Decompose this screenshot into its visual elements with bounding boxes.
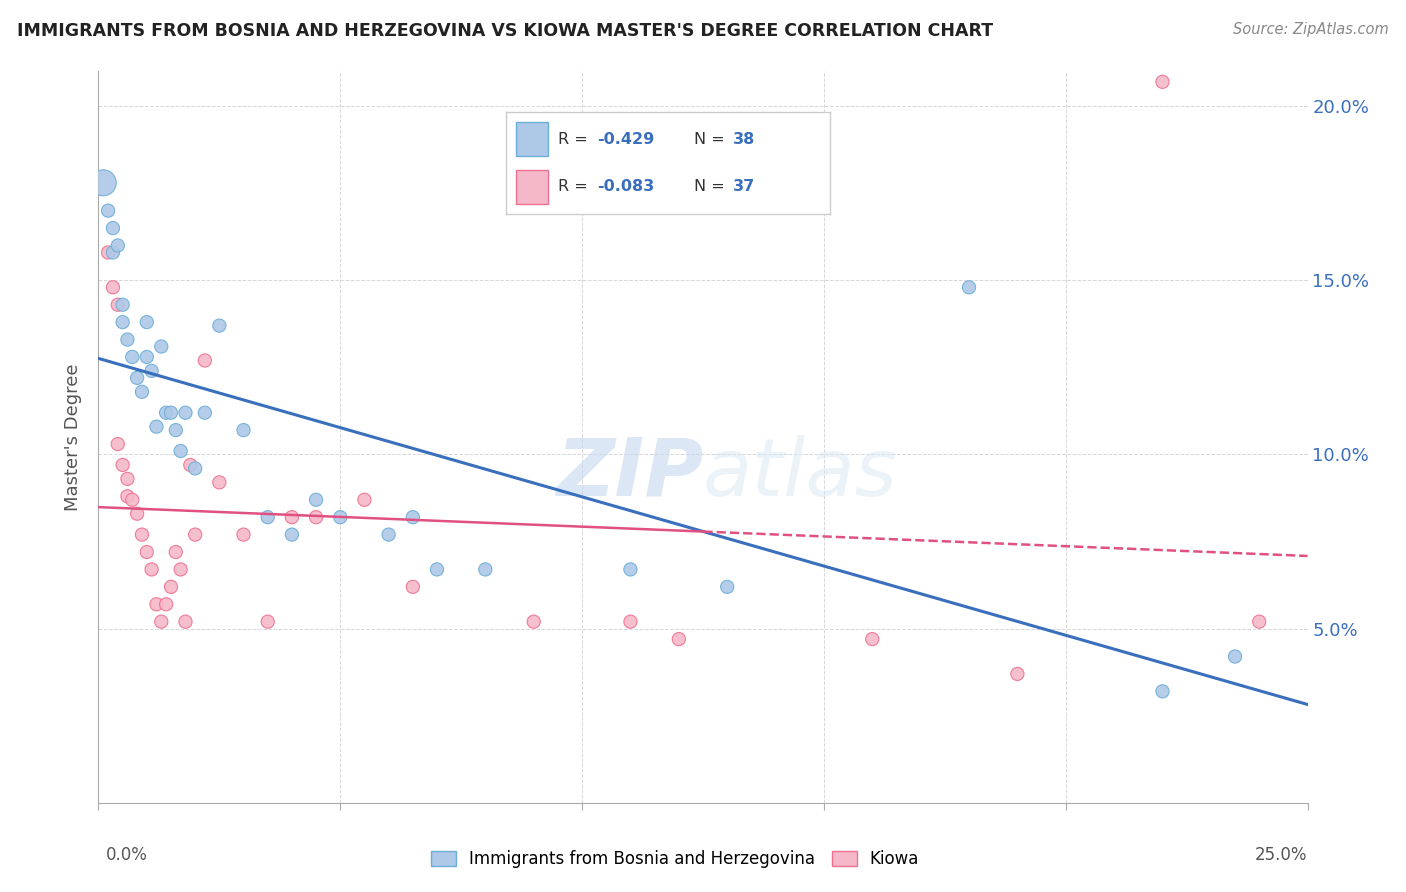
Y-axis label: Master's Degree: Master's Degree <box>65 363 83 511</box>
Point <box>1152 684 1174 698</box>
Text: N =: N = <box>693 179 724 194</box>
Point <box>107 298 129 312</box>
Point <box>353 492 375 507</box>
Point <box>135 315 157 329</box>
Point <box>208 318 231 333</box>
Point <box>1152 75 1174 89</box>
Point <box>121 350 143 364</box>
Point <box>97 203 120 218</box>
Point <box>232 423 254 437</box>
Point <box>145 419 167 434</box>
Point <box>179 458 201 472</box>
Point <box>402 510 425 524</box>
Point <box>107 238 129 252</box>
Point <box>174 615 197 629</box>
Point <box>121 492 143 507</box>
Point <box>117 489 139 503</box>
Point <box>127 507 149 521</box>
Text: 37: 37 <box>733 179 755 194</box>
Point <box>619 615 641 629</box>
Point <box>174 406 197 420</box>
Point <box>101 221 124 235</box>
Point <box>141 364 163 378</box>
Point <box>305 510 328 524</box>
Point <box>668 632 690 646</box>
Legend: Immigrants from Bosnia and Herzegovina, Kiowa: Immigrants from Bosnia and Herzegovina, … <box>423 844 927 875</box>
Text: 25.0%: 25.0% <box>1256 846 1308 863</box>
Point <box>141 562 163 576</box>
Point <box>256 615 278 629</box>
Point <box>127 371 149 385</box>
Text: ZIP: ZIP <box>555 434 703 513</box>
Point <box>155 597 177 611</box>
Point <box>150 615 173 629</box>
Text: atlas: atlas <box>703 434 898 513</box>
Text: 38: 38 <box>733 132 755 146</box>
Point <box>957 280 980 294</box>
Point <box>184 461 207 475</box>
Point <box>402 580 425 594</box>
Point <box>91 176 114 190</box>
Point <box>474 562 496 576</box>
Text: R =: R = <box>558 179 588 194</box>
Text: N =: N = <box>693 132 724 146</box>
Point <box>1223 649 1246 664</box>
Point <box>169 444 191 458</box>
Text: IMMIGRANTS FROM BOSNIA AND HERZEGOVINA VS KIOWA MASTER'S DEGREE CORRELATION CHAR: IMMIGRANTS FROM BOSNIA AND HERZEGOVINA V… <box>17 22 993 40</box>
Point <box>184 527 207 541</box>
Point <box>101 280 124 294</box>
Point <box>281 510 304 524</box>
Point <box>135 350 157 364</box>
Point <box>131 527 153 541</box>
Text: Source: ZipAtlas.com: Source: ZipAtlas.com <box>1233 22 1389 37</box>
Point <box>145 597 167 611</box>
FancyBboxPatch shape <box>516 122 548 155</box>
Point <box>111 315 134 329</box>
Point <box>281 527 304 541</box>
Point <box>256 510 278 524</box>
Point <box>150 339 173 353</box>
Point <box>716 580 738 594</box>
Point <box>169 562 191 576</box>
Point <box>111 458 134 472</box>
Point <box>117 472 139 486</box>
Point <box>329 510 352 524</box>
Point <box>1007 667 1029 681</box>
Point <box>165 423 187 437</box>
Point <box>194 406 217 420</box>
Point <box>135 545 157 559</box>
Point <box>1249 615 1271 629</box>
Point <box>97 245 120 260</box>
Text: -0.083: -0.083 <box>596 179 654 194</box>
Text: 0.0%: 0.0% <box>105 846 148 863</box>
Point <box>377 527 399 541</box>
Point <box>523 615 546 629</box>
Point <box>194 353 217 368</box>
Point <box>111 298 134 312</box>
Text: -0.429: -0.429 <box>596 132 654 146</box>
Point <box>155 406 177 420</box>
Point <box>160 406 183 420</box>
Text: R =: R = <box>558 132 588 146</box>
Point <box>208 475 231 490</box>
Point <box>426 562 449 576</box>
Point <box>117 333 139 347</box>
Point <box>107 437 129 451</box>
Point <box>619 562 641 576</box>
Point <box>860 632 883 646</box>
Point <box>165 545 187 559</box>
Point <box>101 245 124 260</box>
Point <box>232 527 254 541</box>
Point <box>131 384 153 399</box>
Point <box>305 492 328 507</box>
FancyBboxPatch shape <box>516 170 548 204</box>
Point <box>160 580 183 594</box>
